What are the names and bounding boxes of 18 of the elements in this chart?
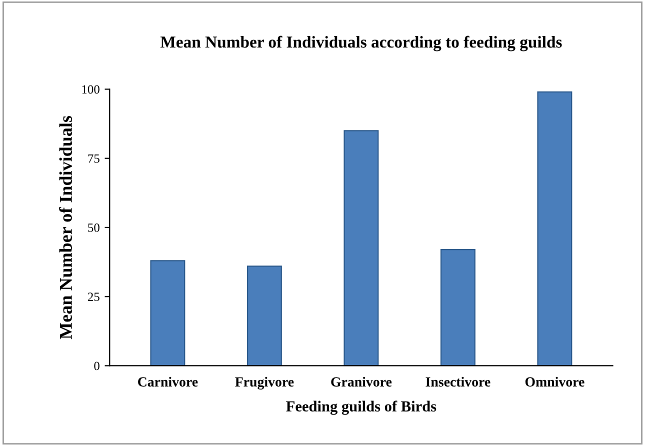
- x-tick-label: Carnivore: [138, 376, 198, 387]
- y-tick-label: 75: [88, 154, 100, 163]
- y-tick-label: 50: [88, 223, 100, 232]
- x-tick-label: Insectivore: [426, 376, 490, 387]
- y-axis-title: Mean Number of Individuals: [59, 116, 72, 340]
- bar: [344, 130, 379, 366]
- x-tick-label: Granivore: [331, 376, 392, 387]
- y-tick-label: 0: [94, 362, 100, 370]
- x-axis-title: Feeding guilds of Birds: [286, 400, 436, 415]
- bar: [150, 260, 186, 366]
- x-tick-label: Frugivore: [235, 376, 294, 390]
- bar: [537, 91, 572, 366]
- bar: [440, 249, 476, 366]
- bar: [246, 266, 282, 366]
- y-tick-label: 100: [82, 85, 100, 94]
- x-tick-label: Omnivore: [525, 376, 584, 387]
- y-tick-label: 25: [88, 292, 100, 302]
- chart-title: Mean Number of Individuals according to feeding guilds: [160, 36, 562, 52]
